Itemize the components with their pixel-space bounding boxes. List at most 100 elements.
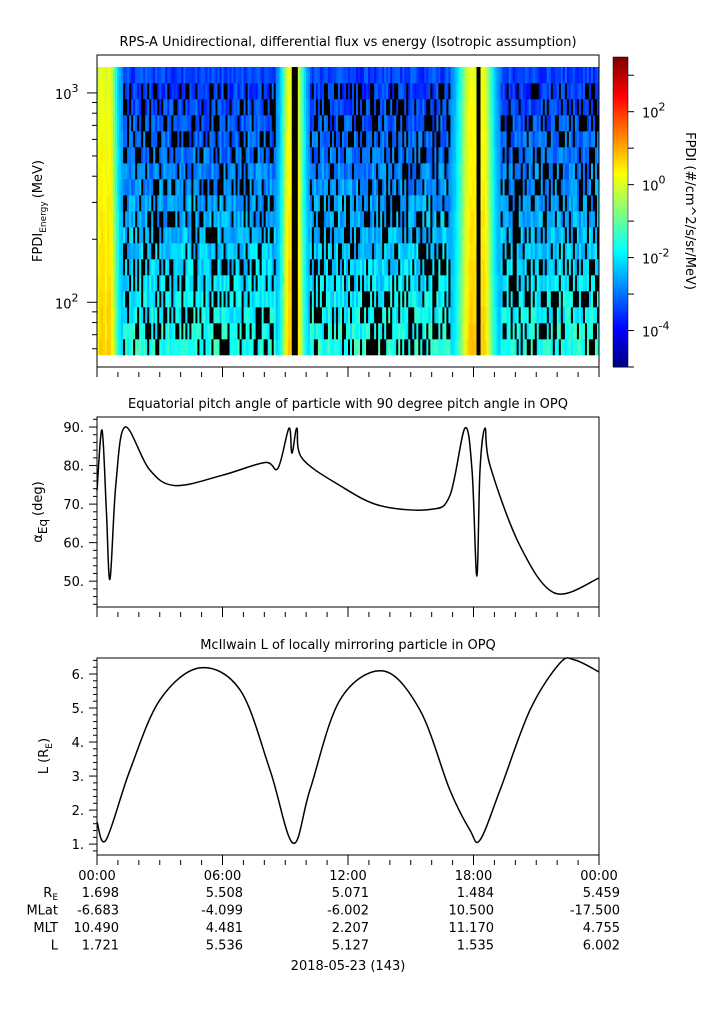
heatmap-cell <box>462 99 465 116</box>
heatmap-cell <box>472 99 475 116</box>
colorbar-swatch <box>613 301 628 304</box>
heatmap-cell <box>139 115 142 132</box>
heatmap-cell <box>528 147 532 164</box>
heatmap-cell <box>588 163 592 180</box>
heatmap-cell <box>400 323 403 340</box>
heatmap-cell <box>572 227 576 244</box>
heatmap-cell <box>107 99 110 116</box>
heatmap-cell <box>554 131 558 148</box>
heatmap-cell <box>400 259 403 276</box>
heatmap-cell <box>424 323 427 340</box>
heatmap-cell <box>199 195 202 212</box>
heatmap-cell <box>163 211 166 228</box>
heatmap-cell <box>203 339 206 356</box>
heatmap-cell <box>540 211 544 228</box>
heatmap-cell <box>434 131 437 148</box>
heatmap-cell <box>500 83 504 100</box>
heatmap-cell <box>299 323 303 340</box>
heatmap-cell <box>219 115 222 132</box>
heatmap-cell <box>303 259 307 276</box>
heatmap-cell <box>552 99 556 116</box>
heatmap-cell <box>207 67 210 84</box>
heatmap-cell <box>414 99 417 116</box>
heatmap-cell <box>233 211 236 228</box>
heatmap-cell <box>233 147 236 164</box>
heatmap-cell <box>149 339 152 356</box>
heatmap-cell <box>368 259 371 276</box>
heatmap-cell <box>442 147 445 164</box>
heatmap-cell <box>460 323 463 340</box>
heatmap-cell <box>203 275 206 292</box>
heatmap-cell <box>297 275 301 292</box>
heatmap-cell <box>492 195 495 212</box>
heatmap-cell <box>311 195 315 212</box>
heatmap-cell <box>462 227 465 244</box>
heatmap-cell <box>215 323 218 340</box>
heatmap-cell <box>225 131 228 148</box>
heatmap-cell <box>378 307 381 324</box>
heatmap-cell <box>490 99 493 116</box>
heatmap-cell <box>239 227 242 244</box>
heatmap-cell <box>259 99 263 116</box>
heatmap-cell <box>177 227 180 244</box>
heatmap-cell <box>432 259 435 276</box>
heatmap-cell <box>498 67 502 84</box>
heatmap-cell <box>263 243 267 260</box>
heatmap-cell <box>153 179 156 196</box>
colorbar-swatch <box>613 221 628 224</box>
heatmap-cell <box>536 307 540 324</box>
heatmap-cell <box>456 99 459 116</box>
heatmap-cell <box>378 67 381 84</box>
heatmap-cell <box>366 115 369 132</box>
heatmap-cell <box>177 291 180 308</box>
heatmap-cell <box>137 291 140 308</box>
heatmap-cell <box>536 243 540 260</box>
heatmap-cell <box>317 259 321 276</box>
heatmap-cell <box>113 307 116 324</box>
heatmap-cell <box>305 131 309 148</box>
y-tick-label: 80. <box>63 460 84 475</box>
heatmap-cell <box>584 211 588 228</box>
heatmap-cell <box>372 195 375 212</box>
heatmap-cell <box>530 307 534 324</box>
heatmap-cell <box>123 83 126 100</box>
heatmap-cell <box>376 147 379 164</box>
heatmap-cell <box>153 227 156 244</box>
heatmap-cell <box>341 211 345 228</box>
heatmap-cell <box>496 227 499 244</box>
heatmap-cell <box>564 211 568 228</box>
colorbar-swatch <box>613 297 628 300</box>
heatmap-cell <box>490 339 493 356</box>
heatmap-cell <box>572 339 576 356</box>
heatmap-cell <box>378 83 381 100</box>
date-label: 2018-05-23 (143) <box>291 959 406 974</box>
heatmap-cell <box>253 99 257 116</box>
heatmap-cell <box>291 339 295 356</box>
heatmap-cell <box>462 275 465 292</box>
heatmap-cell <box>241 131 244 148</box>
heatmap-cell <box>285 291 289 308</box>
heatmap-cell <box>287 211 291 228</box>
colorbar-swatch <box>613 315 628 318</box>
heatmap-cell <box>109 307 112 324</box>
heatmap-cell <box>151 83 154 100</box>
heatmap-cell <box>97 99 100 116</box>
heatmap-cell <box>548 99 552 116</box>
heatmap-cell <box>434 291 437 308</box>
heatmap-cell <box>548 227 552 244</box>
heatmap-cell <box>229 307 232 324</box>
heatmap-cell <box>414 227 417 244</box>
heatmap-cell <box>570 179 574 196</box>
heatmap-cell <box>323 307 327 324</box>
heatmap-cell <box>504 323 508 340</box>
heatmap-cell <box>325 99 329 116</box>
heatmap-cell <box>446 67 449 84</box>
colorbar-swatch <box>613 111 628 114</box>
colorbar-swatch <box>613 85 628 88</box>
heatmap-cell <box>374 211 377 228</box>
heatmap-cell <box>458 67 461 84</box>
heatmap-cell <box>97 163 100 180</box>
heatmap-cell <box>372 99 375 116</box>
heatmap-cell <box>245 83 248 100</box>
